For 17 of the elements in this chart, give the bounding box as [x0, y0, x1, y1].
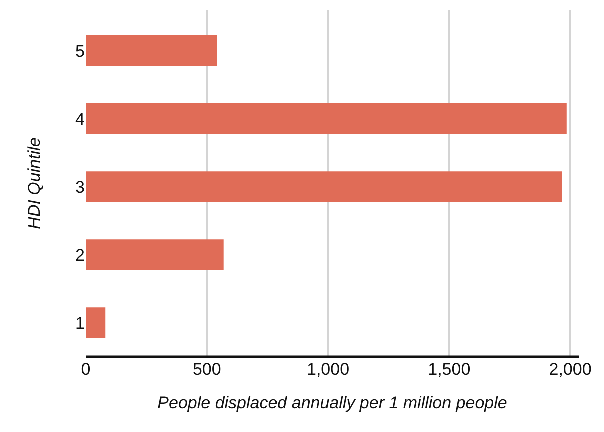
- y-axis-title: HDI Quintile: [25, 138, 44, 230]
- y-tick-label: 2: [76, 246, 85, 265]
- x-axis-title: People displaced annually per 1 million people: [158, 393, 508, 412]
- x-tick-label: 0: [81, 360, 91, 379]
- bar: [86, 104, 567, 134]
- bar: [86, 240, 224, 270]
- y-tick-label: 1: [76, 314, 85, 333]
- x-tick-label: 1,500: [428, 360, 471, 379]
- x-tick-label: 2,000: [549, 360, 592, 379]
- bar: [86, 308, 106, 338]
- x-tick-label: 1,000: [306, 360, 350, 379]
- bar: [86, 172, 562, 202]
- y-tick-label: 4: [76, 110, 85, 129]
- bar: [86, 36, 218, 66]
- y-tick-label: 5: [76, 42, 85, 61]
- x-tick-label: 500: [192, 360, 222, 379]
- y-tick-label: 3: [76, 178, 85, 197]
